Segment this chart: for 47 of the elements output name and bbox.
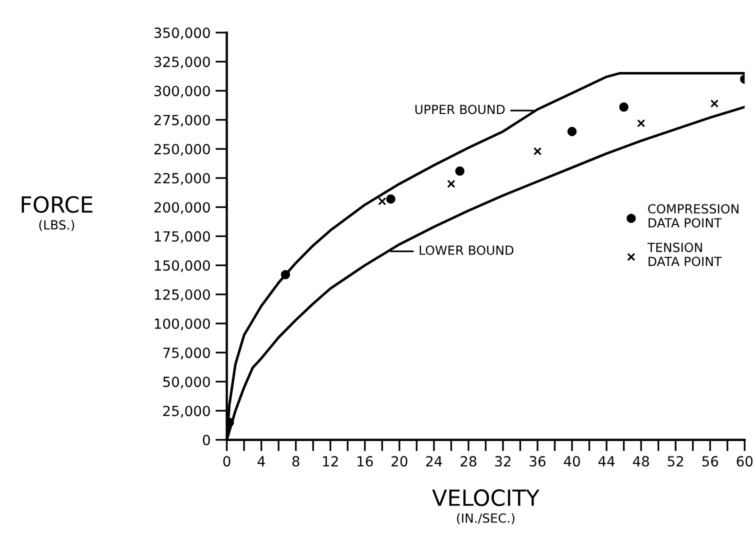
y-tick-label: 100,000 [154,318,210,330]
x-tick-label: 56 [702,456,718,467]
point [619,102,628,112]
point [567,126,577,136]
x-tick-label: 8 [292,456,300,467]
y-axis-title: FORCE (LBS.) [22,196,92,232]
y-tick-label: 225,000 [154,172,210,185]
y-tick-label: 325,000 [154,56,210,69]
y-tick-label: 200,000 [154,202,210,214]
x-tick-label: 40 [564,456,580,467]
point [533,147,542,156]
point [710,99,719,108]
y-tick-label: 250,000 [154,144,210,156]
x-tick-label: 60 [736,456,753,467]
legend-label: TENSION DATA POINT [647,242,722,266]
point [280,270,290,280]
point [378,197,386,206]
y-tick-label: 125,000 [154,289,210,302]
x-tick-label: 20 [392,456,408,467]
annotation: LOWER BOUND [420,246,514,255]
x-tick-label: 28 [460,456,476,467]
x-tick-label: 32 [495,456,510,467]
x-tick-label: 4 [258,456,265,466]
point [447,180,456,188]
x-axis-title: VELOCITY (IN./SEC.) [432,489,540,524]
y-tick-label: 175,000 [154,231,210,244]
y-tick-label: 300,000 [154,86,210,98]
x-tick-label: 48 [632,456,649,467]
y-tick-label: 75,000 [163,348,210,360]
point [386,194,396,204]
y-tick-label: 150,000 [154,260,210,272]
x-tick-label: 12 [323,456,338,466]
x-tick-label: 24 [426,456,442,466]
x-tick-label: 52 [668,456,684,467]
x-tick-label: 36 [530,456,546,467]
annotation: UPPER BOUND [415,104,505,114]
y-tick-label: 275,000 [154,114,210,127]
legend-label: COMPRESSION DATA POINT [648,204,738,228]
x-tick-label: 44 [598,456,615,466]
x-tick-label: 16 [358,456,373,467]
point [636,119,646,128]
y-tick-label: 50,000 [163,376,210,389]
point [455,166,464,176]
x-tick-label: 0 [223,456,230,467]
y-tick-label: 350,000 [154,28,210,40]
y-tick-label: 0 [202,434,210,446]
y-tick-label: 25,000 [163,406,210,418]
